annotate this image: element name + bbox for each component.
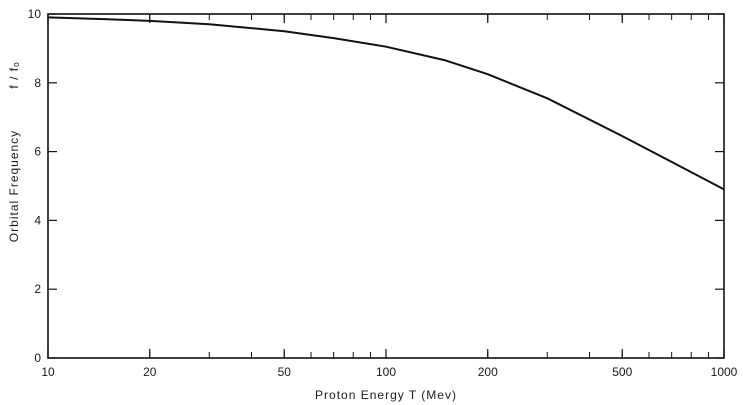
x-tick-label: 50 bbox=[278, 365, 292, 379]
y-tick-label: 0 bbox=[34, 351, 41, 365]
y-tick-label: 6 bbox=[34, 145, 41, 159]
y-tick-label: 10 bbox=[28, 7, 42, 21]
y-axis-unit: f / fₒ bbox=[7, 61, 21, 88]
y-tick-label: 8 bbox=[34, 76, 41, 90]
x-tick-label: 500 bbox=[612, 365, 632, 379]
x-tick-label: 10 bbox=[41, 365, 55, 379]
plot-frame bbox=[47, 13, 725, 359]
series-line bbox=[47, 16, 725, 191]
x-tick-label: 1000 bbox=[711, 365, 738, 379]
y-tick-label: 2 bbox=[34, 282, 41, 296]
y-tick-label: 4 bbox=[34, 213, 41, 227]
x-axis-ticks: 10 20 50 100 200 500 1000 bbox=[41, 14, 738, 379]
x-axis-title: Proton Energy T (Mev) bbox=[315, 388, 457, 402]
series-group bbox=[47, 16, 725, 191]
x-tick-label: 100 bbox=[376, 365, 396, 379]
x-tick-label: 200 bbox=[478, 365, 498, 379]
y-axis-ticks: 0 2 4 6 8 10 bbox=[28, 7, 724, 365]
y-axis-title: Orbital Frequency bbox=[7, 130, 21, 242]
x-tick-label: 20 bbox=[143, 365, 157, 379]
